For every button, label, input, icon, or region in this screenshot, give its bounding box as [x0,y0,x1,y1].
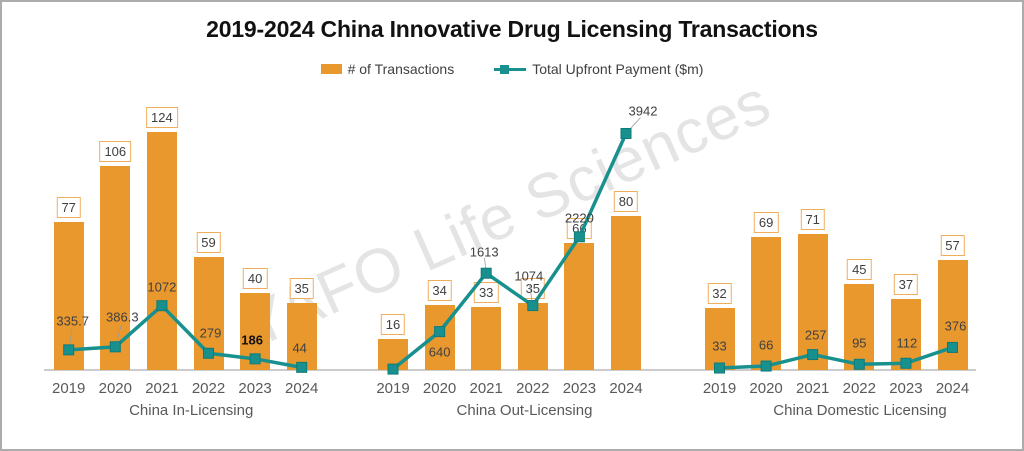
line-marker [573,231,585,243]
x-tick-label: 2022 [516,380,550,397]
line-value-label: 66 [758,337,774,353]
bar-2021 [471,306,502,370]
line-value-label: 335.7 [56,313,89,329]
upfront-payment-line [391,132,628,371]
line-marker [947,341,958,353]
bar-2022 [844,283,875,370]
bar-value-label: 40 [242,268,268,290]
line-marker [714,362,725,374]
line-swatch-marker [500,64,510,74]
bar-value-label: 35 [289,277,314,299]
bar-value-label: 33 [473,281,499,303]
bar-value-label: 69 [753,212,779,234]
x-tick-label: 2021 [145,380,179,397]
bar-2021 [146,131,177,370]
bar-value-label: 45 [847,258,872,280]
x-tick-label: 2024 [935,380,970,397]
legend-label-upfront-payment: Total Upfront Payment ($m) [532,61,704,77]
group-label: China Out-Licensing [456,402,593,419]
x-tick-label: 2020 [749,380,783,397]
x-tick-label: 2023 [889,380,923,397]
x-tick-label: 2021 [796,380,830,397]
bar-2024 [286,302,317,370]
x-tick-label: 2020 [98,380,132,397]
x-axis-line [44,369,976,371]
line-value-label: 186 [241,332,263,348]
line-value-label: 376 [944,318,967,334]
line-marker [249,353,261,365]
x-tick-label: 2021 [469,380,503,397]
line-marker [760,360,772,372]
bar-2023 [564,243,595,370]
line-value-label: 3942 [628,103,658,119]
bar-value-label: 77 [56,197,81,218]
upfront-payment-line [68,303,303,370]
line-marker [63,344,75,356]
line-value-label: 1613 [469,244,499,260]
group-label: China In-Licensing [129,402,254,419]
line-marker [853,358,865,370]
x-tick-label: 2019 [52,380,86,397]
line-value-label: 257 [804,327,827,343]
legend-item-transactions: # of Transactions [320,61,455,77]
line-value-label: 2220 [564,210,594,226]
line-value-label: 386.3 [106,309,139,325]
legend: # of Transactions Total Upfront Payment … [2,61,1022,77]
line-value-label: 112 [896,335,918,351]
line-value-label: 1072 [147,279,177,295]
line-value-label: 1074 [514,268,544,284]
x-tick-label: 2019 [376,380,410,397]
line-marker [900,357,912,369]
x-tick-label: 2020 [422,380,457,397]
line-value-label: 95 [852,335,867,351]
bar-value-label: 57 [940,235,965,257]
line-marker [807,349,819,361]
legend-item-upfront-payment: Total Upfront Payment ($m) [494,61,703,77]
line-marker [156,300,168,312]
bar-value-label: 32 [707,283,732,305]
chart-title: 2019-2024 China Innovative Drug Licensin… [206,16,818,42]
group-label: China Domestic Licensing [773,402,947,419]
bar-value-label: 106 [99,141,132,163]
line-marker [203,347,214,359]
line-marker [434,326,446,338]
x-tick-label: 2023 [562,380,597,397]
x-tick-label: 2022 [191,380,226,397]
bar-value-label: 37 [893,273,919,295]
line-value-label: 44 [292,340,307,356]
bar-value-label: 124 [146,106,178,128]
bar-2024 [611,216,641,370]
bar-2019 [704,308,735,370]
x-tick-label: 2023 [238,380,272,397]
bar-value-label: 80 [613,191,639,213]
line-value-label: 279 [199,325,222,341]
bar-2022 [517,302,548,370]
bar-value-label: 59 [196,231,221,253]
bar-2020 [751,237,782,370]
bar-value-label: 71 [800,208,825,230]
bar-2021 [797,233,828,370]
line-swatch-stroke [494,67,527,71]
line-marker [296,361,308,373]
legend-label-transactions: # of Transactions [347,61,455,77]
line-marker [480,267,492,279]
line-marker [527,300,539,312]
bar-value-label: 16 [380,314,406,336]
upfront-payment-line [719,345,954,370]
bar-swatch-icon [320,64,342,74]
x-tick-label: 2024 [285,380,319,397]
line-value-label: 640 [428,344,451,360]
x-tick-label: 2022 [842,380,876,397]
line-swatch-icon [494,64,527,75]
x-tick-label: 2024 [609,380,643,397]
x-tick-label: 2019 [702,380,737,397]
bar-2020 [424,304,455,370]
bar-value-label: 34 [427,279,452,301]
line-marker [387,363,399,375]
line-marker [620,127,632,139]
line-marker [109,341,121,353]
line-value-label: 33 [712,338,727,354]
